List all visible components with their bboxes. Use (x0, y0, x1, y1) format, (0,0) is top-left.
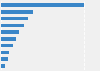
Bar (1, 17, 28, 20)
Bar (1, 24, 24, 27)
Bar (1, 10, 33, 14)
Bar (1, 51, 9, 54)
Bar (1, 44, 13, 47)
Bar (1, 57, 8, 61)
Bar (1, 3, 84, 7)
Bar (1, 37, 16, 41)
Bar (1, 30, 19, 34)
Bar (1, 64, 5, 68)
